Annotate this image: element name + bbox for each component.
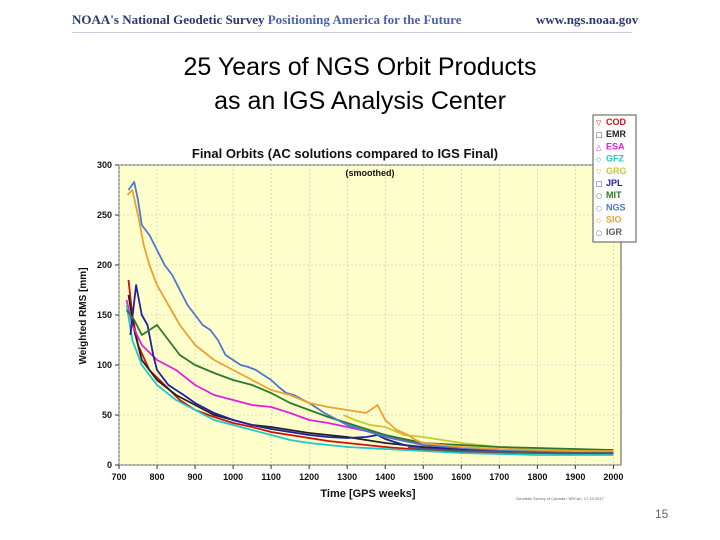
y-axis-label: Weighted RMS [mm] <box>78 267 89 364</box>
slide-title-line-2: as an IGS Analysis Center <box>214 87 506 115</box>
legend-symbol-gfz: ◇ <box>596 156 602 164</box>
legend-symbol-igr: ○ <box>596 229 602 237</box>
legend-label-ngs: NGS <box>606 202 626 212</box>
ngs-header-banner: NOAA's National Geodetic Survey Position… <box>0 0 720 42</box>
chart-legend: ▽ COD□ EMR△ ESA◇ GFZ▽ GRG□ JPL○ MIT○ NGS◇ SIO○ IGR <box>592 114 637 243</box>
x-tick-label: 1900 <box>565 472 585 482</box>
legend-label-gfz: GFZ <box>606 154 624 164</box>
ngs-header-title: NOAA's National Geodetic Survey Position… <box>72 12 462 28</box>
y-tick-label: 50 <box>102 410 112 420</box>
series-line-grg <box>343 414 614 452</box>
y-tick-label: 100 <box>97 360 112 370</box>
y-tick-label: 200 <box>97 260 112 270</box>
legend-box <box>592 114 637 243</box>
series-line-jpl <box>129 284 614 454</box>
x-axis-label: Time [GPS weeks] <box>320 488 416 500</box>
header-tagline: Positioning America for the Future <box>267 12 462 27</box>
series-line-mit <box>125 309 614 451</box>
header-survey: National Geodetic Survey <box>122 12 265 27</box>
legend-label-esa: ESA <box>606 141 625 151</box>
y-tick-label: 250 <box>97 210 112 220</box>
slide-title-line-1: 25 Years of NGS Orbit Products <box>183 53 537 81</box>
legend-symbol-cod: ▽ <box>596 119 602 127</box>
x-tick-label: 1800 <box>527 472 547 482</box>
series-line-cod <box>127 279 614 455</box>
slide-title: 25 Years of NGS Orbit Products as an IGS… <box>100 50 620 118</box>
axes: 700 800 900 1000 1100 1200 1300 1400 1500 1600 170… <box>97 160 623 482</box>
x-tick-label: 2000 <box>603 472 623 482</box>
legend-label-mit: MIT <box>606 190 622 200</box>
x-tick-label: 1000 <box>223 472 243 482</box>
header-divider <box>72 32 632 33</box>
x-tick-label: 700 <box>111 472 126 482</box>
series-line-ngs <box>127 181 614 453</box>
series-line-gfz <box>125 304 614 456</box>
legend-symbol-emr: □ <box>596 131 603 139</box>
series-line-igr <box>407 446 614 454</box>
x-tick-label: 1200 <box>299 472 319 482</box>
legend-label-sio: SIO <box>606 215 622 225</box>
legend-symbol-ngs: ○ <box>596 204 602 212</box>
chart-title: Final Orbits (AC solutions compared to I… <box>192 146 498 161</box>
series-lines <box>125 181 614 456</box>
x-tick-label: 1500 <box>413 472 433 482</box>
legend-label-jpl: JPL <box>606 178 623 188</box>
x-tick-label: 900 <box>188 472 203 482</box>
x-tick-label: 800 <box>150 472 165 482</box>
x-tick-label: 1700 <box>489 472 509 482</box>
legend-label-emr: EMR <box>606 129 627 139</box>
legend-symbol-jpl: □ <box>596 180 603 188</box>
legend-label-cod: COD <box>606 117 627 127</box>
x-tick-label: 1300 <box>337 472 357 482</box>
header-org: NOAA's <box>72 12 119 27</box>
legend-label-grg: GRG <box>606 166 627 176</box>
page-number: 15 <box>655 507 669 521</box>
y-tick-label: 0 <box>107 460 112 470</box>
x-tick-label: 1400 <box>375 472 395 482</box>
legend-symbol-grg: ▽ <box>596 168 602 176</box>
series-line-sio <box>126 189 614 452</box>
legend-label-igr: IGR <box>606 227 623 237</box>
legend-symbol-sio: ◇ <box>596 217 602 225</box>
y-tick-label: 150 <box>97 310 112 320</box>
legend-symbol-mit: ○ <box>596 192 602 200</box>
x-tick-label: 1600 <box>451 472 471 482</box>
x-tick-label: 1100 <box>261 472 281 482</box>
header-url[interactable]: www.ngs.noaa.gov <box>536 12 639 27</box>
chart-credit: Geodetic Survey of Canada / NRCan, 17.10… <box>516 496 605 501</box>
legend-symbol-esa: △ <box>596 143 602 151</box>
chart-subtitle: (smoothed) <box>346 168 395 178</box>
y-tick-label: 300 <box>97 160 112 170</box>
